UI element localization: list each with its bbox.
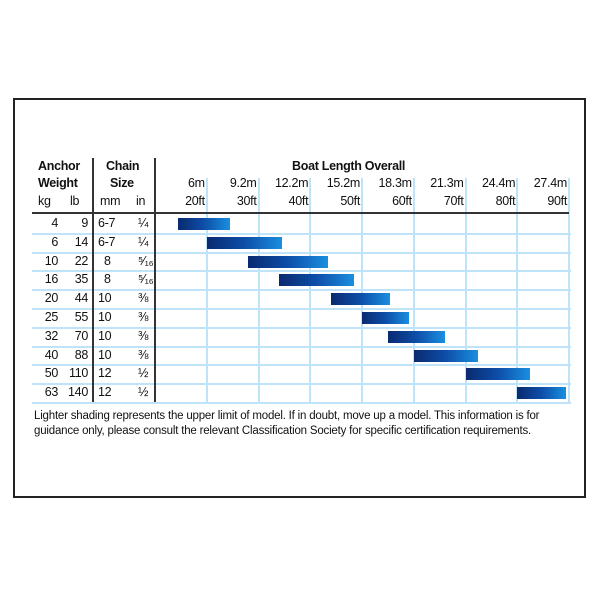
range-bar	[517, 387, 567, 400]
header-rule	[32, 212, 569, 214]
grid-row-line	[32, 364, 571, 367]
tick-label-ft: 20ft	[185, 194, 205, 208]
cell-in: ⁵⁄₁₆	[138, 272, 154, 287]
cell-kg: 40	[44, 347, 59, 362]
tick-label-m: 6m	[187, 176, 205, 190]
cell-mm: 12	[98, 385, 112, 400]
tick-label-m: 24.4m	[482, 176, 516, 190]
grid-col-line	[205, 178, 208, 402]
grid-col-line	[568, 178, 570, 402]
range-bar	[178, 218, 231, 230]
header-in: in	[136, 194, 146, 208]
cell-in: ¼	[138, 234, 149, 249]
range-bar	[465, 368, 531, 381]
grid-row-line	[32, 289, 571, 292]
grid-col-line	[257, 178, 260, 402]
chart-title: Boat Length Overall	[292, 159, 406, 173]
range-bar	[387, 330, 445, 343]
divider-weight-chain	[92, 158, 94, 402]
tick-label-ft: 30ft	[236, 194, 257, 208]
cell-in: ½	[138, 366, 149, 381]
footnote: Lighter shading represents the upper lim…	[34, 410, 540, 437]
cell-in: ⅜	[138, 328, 149, 343]
tick-label-m: 21.3m	[430, 176, 464, 190]
cell-lb: 140	[68, 385, 88, 400]
cell-mm: 10	[98, 291, 112, 306]
grid-row-line	[32, 345, 571, 348]
cell-in: ⅜	[138, 347, 149, 362]
cell-lb: 70	[74, 328, 89, 343]
cell-lb: 44	[74, 291, 89, 306]
cell-in: ¼	[138, 216, 149, 230]
range-bar	[248, 255, 329, 268]
cell-lb: 35	[74, 272, 89, 287]
grid-row-line	[32, 251, 571, 254]
grid-row-line	[32, 308, 571, 310]
grid-row-line	[32, 270, 571, 273]
grid-col-line	[309, 178, 312, 402]
tick-label-m: 27.4m	[533, 176, 568, 190]
cell-lb: 22	[74, 253, 89, 268]
grid-col-line	[412, 178, 415, 402]
tick-label-ft: 80ft	[495, 194, 516, 208]
tick-label-m: 9.2m	[229, 176, 257, 190]
cell-lb: 9	[81, 216, 88, 230]
range-bar	[279, 274, 355, 287]
grid-col-line	[516, 178, 519, 402]
grid-row-line	[32, 326, 571, 329]
cell-lb: 88	[74, 347, 89, 362]
cell-kg: 4	[51, 216, 58, 230]
grid-row-line	[32, 383, 571, 386]
header-anchor: Anchor	[38, 159, 80, 173]
cell-mm: 10	[98, 310, 112, 324]
cell-kg: 20	[44, 291, 59, 306]
cell-lb: 55	[74, 310, 89, 324]
cell-mm: 8	[104, 272, 111, 287]
header-kg: kg	[38, 194, 51, 208]
header-lb: lb	[70, 194, 80, 208]
divider-chain-chart	[154, 158, 156, 402]
cell-kg: 25	[44, 310, 59, 324]
header-chain: Chain	[106, 159, 140, 173]
cell-lb: 14	[74, 234, 89, 249]
cell-mm: 6-7	[98, 234, 116, 249]
cell-kg: 6	[51, 234, 58, 249]
header-size: Size	[110, 176, 134, 190]
cell-in: ⁵⁄₁₆	[138, 253, 154, 268]
grid-col-line	[361, 178, 363, 402]
grid-row-line	[32, 402, 571, 404]
tick-label-ft: 70ft	[443, 194, 464, 208]
cell-kg: 63	[44, 385, 59, 400]
tick-label-m: 18.3m	[378, 176, 413, 190]
cell-in: ½	[138, 385, 149, 400]
grid-row-line	[32, 232, 571, 235]
header-mm: mm	[100, 194, 121, 208]
range-bar	[206, 236, 282, 249]
cell-in: ⅜	[138, 310, 149, 324]
range-bar	[413, 349, 479, 362]
cell-lb: 110	[68, 366, 88, 381]
tick-label-m: 12.2m	[275, 176, 309, 190]
cell-mm: 6-7	[98, 216, 116, 230]
cell-kg: 50	[44, 366, 59, 381]
cell-kg: 32	[44, 328, 59, 343]
cell-mm: 8	[104, 253, 111, 268]
cell-mm: 10	[98, 328, 112, 343]
tick-label-ft: 90ft	[547, 194, 567, 208]
cell-kg: 10	[44, 253, 59, 268]
cell-mm: 10	[98, 347, 112, 362]
cell-in: ⅜	[138, 291, 149, 306]
range-bar	[362, 312, 409, 324]
header-weight: Weight	[38, 176, 78, 190]
frame	[13, 98, 586, 498]
tick-label-m: 15.2m	[326, 176, 361, 190]
tick-label-ft: 50ft	[340, 194, 360, 208]
grid-col-line	[464, 178, 467, 402]
cell-kg: 16	[44, 272, 59, 287]
range-bar	[330, 293, 391, 306]
cell-mm: 12	[98, 366, 112, 381]
tick-label-ft: 40ft	[288, 194, 309, 208]
tick-label-ft: 60ft	[392, 194, 412, 208]
